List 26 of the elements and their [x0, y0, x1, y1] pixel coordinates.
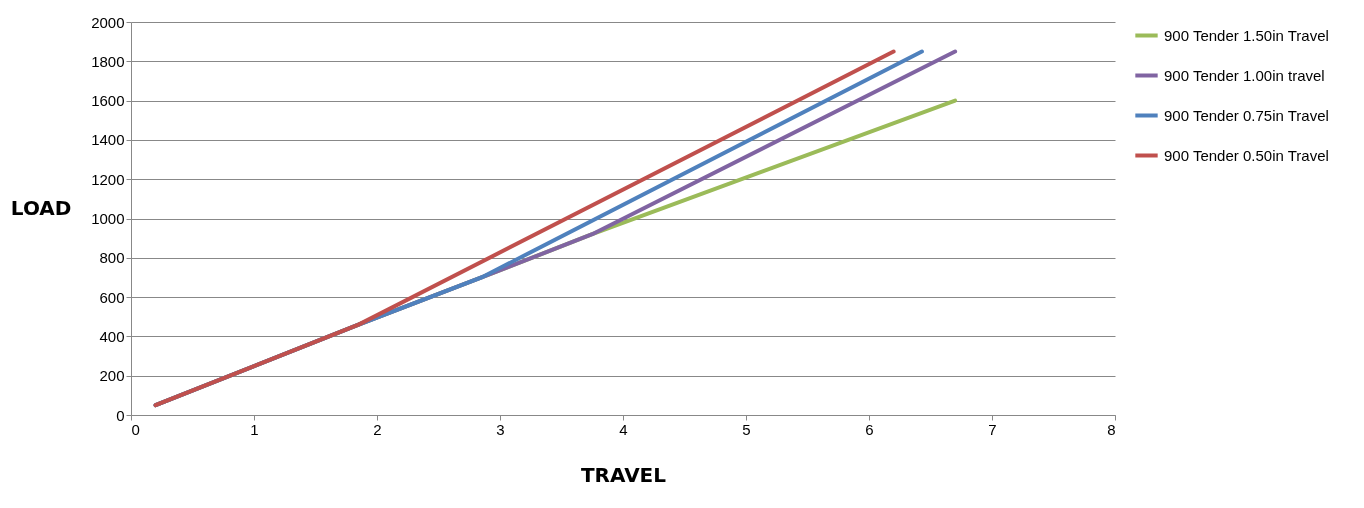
- y-tick-label: 800: [99, 249, 125, 267]
- x-tick-label: 5: [742, 420, 751, 438]
- y-tick-label: 1600: [91, 92, 125, 110]
- y-tick-label: 1200: [91, 170, 125, 188]
- x-tick-label: 4: [619, 420, 628, 438]
- x-tick-label: 6: [865, 420, 874, 438]
- y-tick-label: 2000: [91, 13, 125, 31]
- y-axis-title: LOAD: [10, 196, 72, 220]
- y-tick-label: 1000: [91, 210, 125, 227]
- y-tick-label: 600: [99, 288, 125, 306]
- x-tick-label: 8: [1107, 420, 1116, 438]
- y-tick-label: 400: [99, 327, 125, 345]
- x-tick-label: 0: [131, 420, 140, 438]
- legend-label: 900 Tender 0.50in Travel: [1164, 146, 1329, 164]
- y-tick-label: 1400: [91, 131, 125, 149]
- y-tick-label: 200: [99, 367, 125, 385]
- x-tick-label: 7: [988, 420, 997, 438]
- legend-label: 900 Tender 1.00in travel: [1164, 66, 1325, 84]
- x-tick-label: 3: [496, 420, 505, 438]
- x-axis-title: TRAVEL: [580, 462, 667, 487]
- y-tick-label: 0: [116, 406, 125, 424]
- legend-label: 900 Tender 0.75in Travel: [1164, 106, 1329, 124]
- x-tick-label: 2: [373, 420, 382, 438]
- y-tick-label: 1800: [91, 52, 125, 70]
- legend-label: 900 Tender 1.50in Travel: [1164, 26, 1329, 44]
- x-tick-label: 1: [250, 420, 259, 438]
